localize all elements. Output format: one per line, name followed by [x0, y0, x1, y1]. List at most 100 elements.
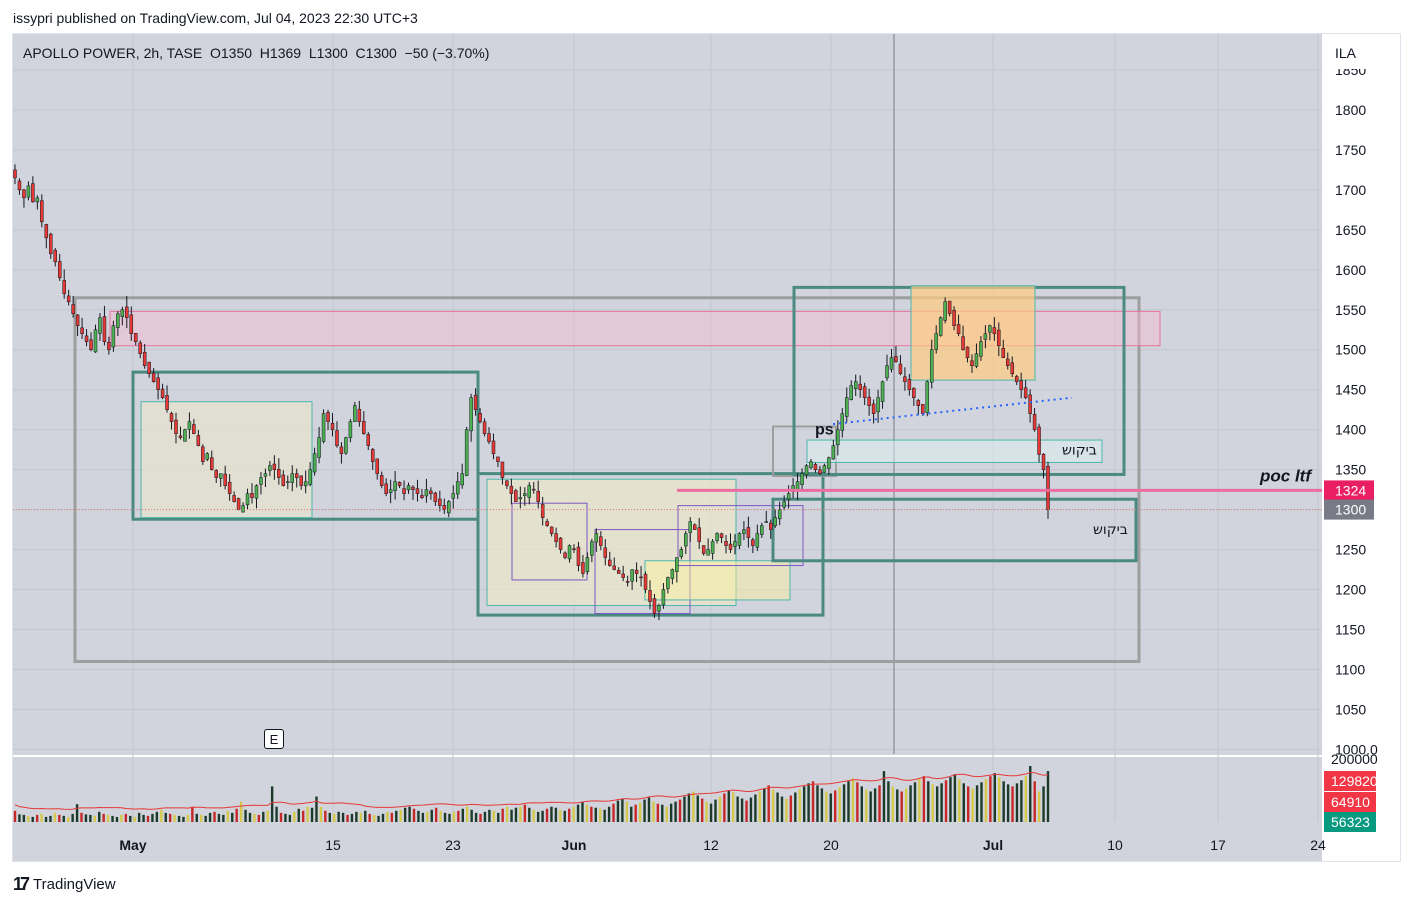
volume-bar	[873, 788, 877, 822]
candle-body	[670, 569, 675, 579]
volume-bar	[319, 806, 323, 822]
candle-body	[196, 435, 201, 446]
candle-body	[201, 446, 205, 462]
volume-bar	[239, 801, 243, 822]
x-tick-label: 10	[1107, 837, 1123, 853]
candle-body	[411, 486, 415, 490]
volume-bar	[359, 812, 363, 822]
volume-bar	[200, 814, 203, 822]
volume-bar	[927, 781, 930, 822]
volume-bar	[1042, 786, 1045, 822]
candle-body	[107, 341, 111, 350]
volume-bar	[89, 814, 92, 822]
volume-bar	[279, 812, 283, 822]
volume-bar	[434, 807, 438, 822]
volume-bar	[718, 796, 722, 822]
volume-bar	[514, 807, 518, 822]
candle-body	[728, 543, 733, 550]
tradingview-footer[interactable]: 17 TradingView	[13, 874, 116, 895]
volume-bar	[572, 806, 575, 822]
candle-body	[469, 397, 473, 432]
volume-bar	[913, 782, 917, 822]
chart-frame	[12, 33, 1401, 862]
volume-bar	[865, 789, 868, 822]
volume-bar	[554, 807, 558, 822]
candle-body	[514, 490, 518, 502]
volume-bar	[470, 809, 473, 822]
volume-bar	[497, 812, 500, 822]
candle-body	[634, 569, 639, 574]
y-tick-label: 1600	[1335, 262, 1366, 278]
volume-bar	[324, 810, 327, 822]
candle-body	[500, 461, 505, 478]
candle-body	[460, 473, 464, 486]
volume-bar	[820, 788, 824, 822]
candle-body	[344, 437, 348, 454]
candle-body	[965, 346, 970, 358]
volume-bar	[452, 811, 456, 822]
candle-body	[62, 280, 66, 295]
x-tick-label: 17	[1210, 837, 1226, 853]
candle-body	[299, 475, 303, 486]
candle-body	[339, 446, 344, 454]
candle-body	[169, 413, 174, 422]
volume-label-box	[1324, 771, 1376, 791]
candle-body	[183, 429, 187, 442]
volume-label-text: 56323	[1331, 814, 1370, 830]
candle-body	[625, 581, 630, 583]
volume-bar	[355, 811, 358, 822]
volume-bar	[49, 815, 52, 822]
volume-bar	[767, 785, 770, 822]
volume-bar	[297, 808, 300, 822]
candle-body	[652, 598, 657, 614]
candle-body	[98, 317, 102, 334]
volume-bar	[483, 811, 487, 822]
y-tick-label: 1550	[1335, 302, 1366, 318]
volume-bar	[80, 812, 83, 822]
volume-bar	[980, 782, 983, 822]
candle-body	[102, 316, 107, 342]
volume-bar	[935, 786, 939, 822]
candle-body	[836, 429, 840, 446]
volume-bar	[625, 801, 629, 822]
volume-bar	[696, 795, 699, 822]
volume-bar	[909, 785, 912, 822]
x-tick-label: 15	[325, 837, 341, 853]
earnings-marker[interactable]: E	[264, 729, 284, 749]
candle-body	[760, 525, 764, 535]
volume-bar	[244, 809, 247, 822]
volume-bar	[346, 814, 349, 822]
candle-body	[80, 327, 84, 335]
volume-bar	[723, 793, 726, 822]
candle-body	[290, 473, 295, 483]
volume-bar	[634, 804, 637, 822]
volume-bar	[771, 789, 775, 822]
candle-body	[675, 557, 679, 572]
volume-bar	[115, 816, 119, 822]
candle-body	[165, 395, 169, 410]
volume-bar	[421, 812, 425, 822]
candle-body	[357, 408, 362, 422]
volume-bar	[727, 790, 730, 822]
candle-body	[1010, 362, 1014, 374]
currency-box[interactable]: ILA	[1329, 39, 1397, 69]
candle-body	[125, 306, 129, 319]
candle-body	[245, 493, 250, 506]
candle-body	[142, 351, 147, 366]
volume-bar	[310, 807, 314, 822]
candle-body	[71, 304, 75, 315]
candle-body	[616, 570, 621, 574]
candle-body	[250, 493, 254, 498]
candle-body	[809, 461, 813, 468]
x-tick-label: 24	[1310, 837, 1326, 853]
volume-bar	[177, 815, 181, 822]
candle-body	[156, 377, 160, 390]
volume-bar	[22, 814, 26, 822]
volume-bar	[829, 793, 832, 822]
volume-bar	[630, 806, 633, 822]
candle-body	[353, 405, 357, 422]
candle-body	[277, 469, 281, 478]
candle-body	[903, 376, 907, 382]
volume-bar	[31, 816, 34, 822]
